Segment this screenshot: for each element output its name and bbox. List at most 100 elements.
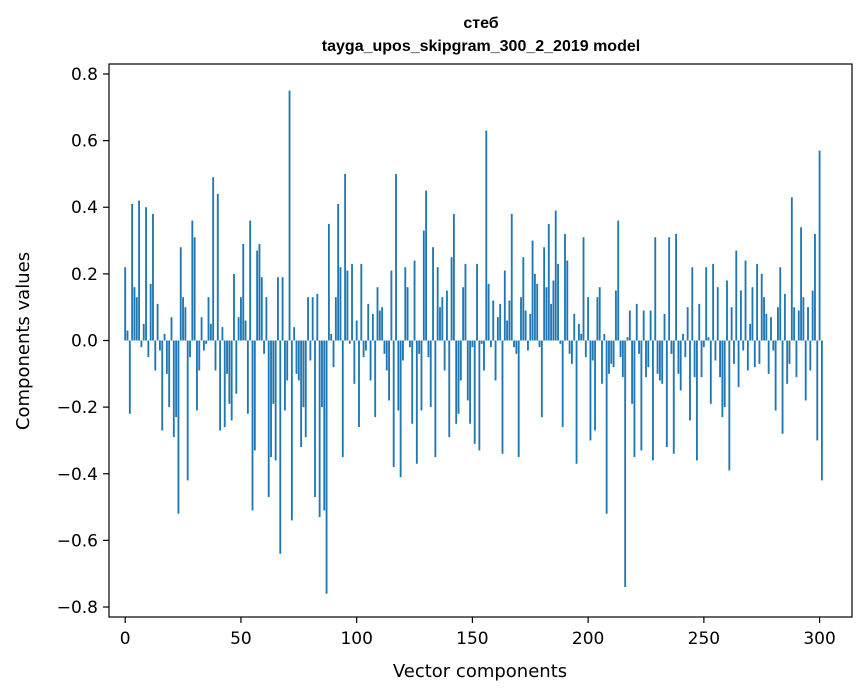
bar-292: [800, 227, 802, 341]
x-tick-label: 300: [803, 629, 835, 649]
bar-104: [365, 340, 367, 351]
bar-248: [698, 303, 701, 341]
x-tick-label: 0: [120, 629, 131, 649]
bar-129: [422, 230, 425, 341]
bar-173: [524, 310, 527, 341]
bar-35: [205, 340, 208, 344]
bar-192: [568, 340, 571, 354]
bar-170: [517, 340, 520, 458]
bar-237: [672, 340, 675, 454]
bar-60: [263, 340, 266, 354]
bar-277: [765, 313, 768, 341]
bar-273: [756, 263, 759, 341]
bar-79: [307, 297, 309, 341]
bar-185: [552, 280, 555, 341]
bar-258: [721, 340, 724, 418]
bar-267: [742, 340, 745, 351]
bar-225: [645, 340, 647, 378]
bar-81: [311, 297, 314, 341]
bar-115: [390, 270, 393, 341]
bar-176: [531, 240, 534, 341]
bar-122: [406, 287, 409, 341]
bar-107: [371, 313, 374, 341]
bar-15: [159, 340, 161, 351]
bar-70: [286, 340, 289, 381]
bar-203: [594, 340, 596, 431]
bar-260: [726, 280, 728, 341]
bar-116: [392, 340, 395, 468]
bar-5: [135, 297, 138, 341]
bar-160: [494, 340, 497, 381]
bar-289: [793, 307, 796, 341]
chart-title-line2: tayga_upos_skipgram_300_2_2019 model: [322, 38, 640, 55]
bar-109: [376, 287, 379, 341]
bar-149: [469, 340, 472, 424]
bar-103: [362, 340, 365, 358]
bar-68: [281, 277, 284, 341]
bar-123: [408, 340, 411, 348]
bar-155: [483, 340, 485, 371]
bar-89: [330, 333, 333, 341]
bar-120: [402, 340, 404, 361]
bar-215: [621, 340, 624, 378]
bar-80: [309, 340, 312, 361]
bar-126: [415, 340, 418, 464]
bar-135: [436, 267, 439, 341]
bar-45: [228, 340, 231, 404]
bar-250: [702, 340, 705, 348]
y-tick-label: −0.8: [57, 598, 98, 618]
bar-125: [413, 260, 416, 341]
bar-7: [140, 340, 143, 348]
bar-59: [260, 277, 263, 341]
bar-279: [770, 317, 772, 341]
bar-196: [577, 323, 580, 341]
bar-84: [318, 340, 321, 518]
y-tick-label: −0.4: [57, 465, 98, 485]
bar-26: [184, 307, 187, 341]
bar-56: [253, 340, 256, 451]
bar-164: [503, 270, 506, 341]
bar-198: [582, 237, 585, 341]
bar-205: [598, 287, 601, 341]
bar-118: [397, 340, 400, 411]
bar-162: [499, 303, 502, 341]
bar-25: [182, 297, 184, 341]
bar-174: [527, 340, 529, 351]
y-tick-label: −0.2: [57, 398, 98, 418]
bar-102: [360, 263, 363, 341]
bar-259: [723, 340, 726, 408]
bar-46: [230, 340, 233, 421]
bar-85: [321, 340, 323, 408]
bar-53: [246, 340, 249, 414]
bar-140: [448, 340, 451, 438]
bar-255: [714, 340, 717, 361]
y-tick-label: 0.4: [71, 198, 98, 218]
bar-21: [172, 340, 175, 438]
bar-242: [684, 340, 687, 358]
bar-33: [200, 317, 203, 341]
bar-127: [418, 340, 421, 354]
bar-200: [587, 297, 590, 341]
bar-208: [605, 340, 608, 514]
bar-299: [816, 340, 819, 441]
bar-73: [293, 327, 296, 341]
bar-112: [383, 340, 386, 354]
bar-204: [596, 297, 599, 341]
bar-158: [489, 340, 492, 348]
bar-209: [608, 340, 610, 374]
bar-230: [656, 340, 659, 374]
bar-186: [554, 210, 557, 341]
bar-257: [719, 340, 721, 378]
bar-217: [626, 337, 629, 341]
bar-231: [658, 340, 661, 381]
bar-114: [388, 340, 390, 401]
bar-101: [358, 340, 360, 428]
bar-132: [429, 340, 432, 408]
bar-51: [242, 243, 245, 341]
bar-142: [452, 213, 455, 341]
bar-17: [163, 333, 166, 341]
chart-title-line1: стеб: [463, 15, 498, 32]
bar-62: [267, 340, 270, 498]
bar-88: [327, 223, 330, 341]
bar-95: [344, 173, 347, 341]
